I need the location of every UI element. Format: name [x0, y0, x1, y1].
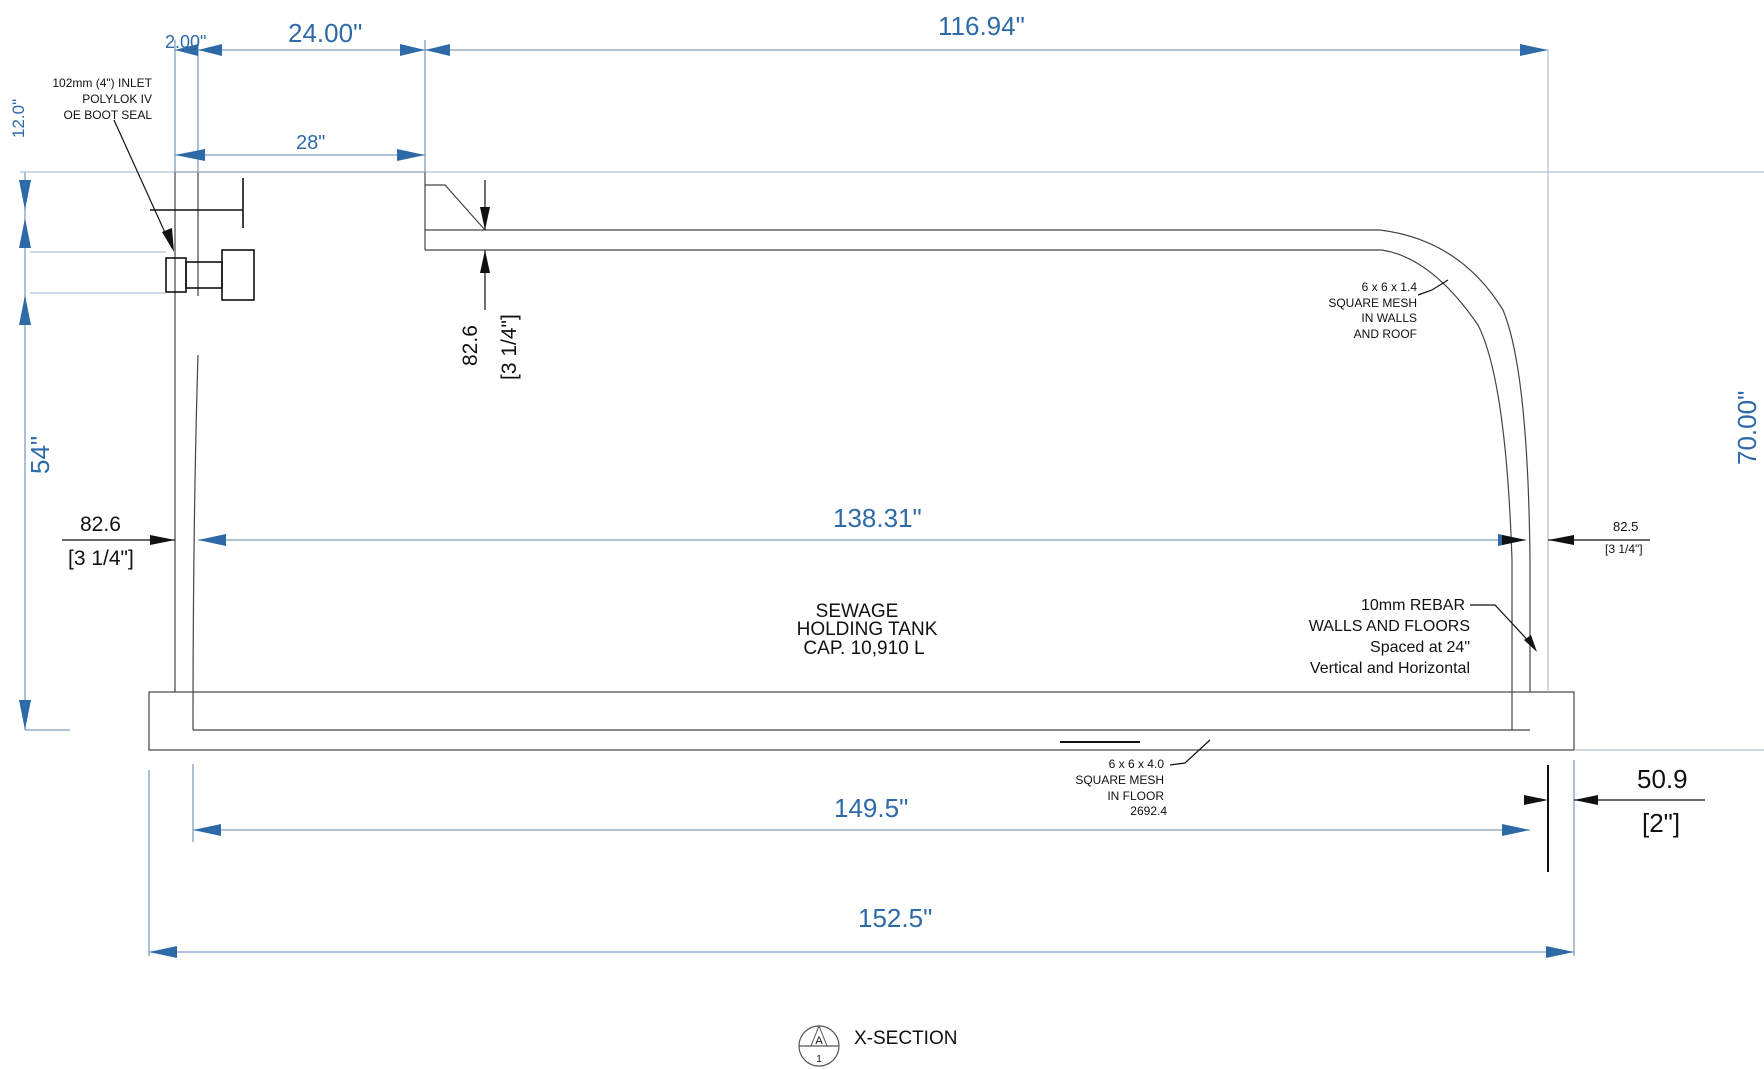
- floor-mesh-line1: 6 x 6 x 4.0: [1109, 757, 1165, 771]
- roof-mesh-line2: SQUARE MESH: [1328, 296, 1417, 310]
- roof-inner: [425, 249, 1513, 730]
- dim-54: 54": [25, 436, 55, 474]
- dim-152-5: 152.5": [858, 903, 932, 933]
- left-wall-thickness-dim: [62, 535, 175, 545]
- section-title: X-SECTION: [854, 1028, 957, 1049]
- left-wall-inner: [192, 172, 199, 731]
- rebar-line4: Vertical and Horizontal: [1310, 660, 1470, 677]
- section-callout: [798, 1024, 840, 1067]
- dim-149-5-line: [192, 764, 1530, 842]
- roof-mesh-line1: 6 x 6 x 1.4: [1362, 280, 1418, 294]
- floor-mesh-line3: IN FLOOR: [1107, 789, 1164, 803]
- dim-138-31-line: [198, 534, 1526, 546]
- floor-mm: 50.9: [1637, 764, 1688, 794]
- roof-in: [3 1/4"]: [498, 314, 521, 380]
- dim-138-31: 138.31": [833, 503, 922, 533]
- section-callout-top: A: [815, 1035, 823, 1047]
- inlet-note-line1: 102mm (4") INLET: [52, 76, 152, 90]
- tank-label-line2: HOLDING TANK: [797, 619, 938, 640]
- dim-70-00: 70.00": [1732, 391, 1762, 465]
- floor-mesh-line2: SQUARE MESH: [1075, 773, 1164, 787]
- dim-2-00: 2.00": [165, 32, 206, 52]
- roof-thickness-dim: [480, 180, 490, 310]
- roof-left-top: [175, 171, 426, 250]
- roof-outer: [425, 229, 1531, 692]
- rebar-line1: 10mm REBAR: [1361, 597, 1465, 614]
- dim-116-94: 116.94": [938, 11, 1025, 41]
- roof-mesh-line3: IN WALLS: [1361, 311, 1417, 325]
- floor-thickness-dim: [1524, 765, 1705, 872]
- rebar-line3: Spaced at 24": [1370, 639, 1470, 656]
- inlet-note-line2: POLYLOK IV: [82, 92, 152, 106]
- left-wall-mm: 82.6: [80, 513, 121, 536]
- floor-mesh-line4: 2692.4: [1130, 804, 1167, 818]
- dim-24-00: 24.00": [288, 18, 362, 48]
- roof-mm: 82.6: [459, 325, 482, 366]
- inlet-fitting: [30, 178, 255, 301]
- roof-mesh-line4: AND ROOF: [1354, 327, 1417, 341]
- roof-mesh-leader: [1417, 279, 1449, 296]
- left-wall-in: [3 1/4"]: [68, 547, 134, 570]
- right-wall-thickness-dim: [1502, 535, 1650, 545]
- inlet-leader: [113, 119, 174, 252]
- rebar-line2: WALLS AND FLOORS: [1309, 618, 1470, 635]
- dim-28: 28": [296, 132, 325, 154]
- rebar-leader: [1470, 604, 1537, 652]
- floor-in: [2"]: [1642, 808, 1680, 838]
- left-dimension-lines: [19, 172, 70, 731]
- dim-149-5: 149.5": [834, 793, 908, 823]
- dim-152-5-line: [148, 760, 1575, 958]
- top-dimension-lines: [174, 40, 1548, 172]
- floor-slab: [148, 691, 1575, 751]
- floor-mesh-leader: [1060, 739, 1211, 766]
- right-wall-in: [3 1/4"]: [1605, 542, 1643, 556]
- section-callout-bottom: 1: [816, 1054, 822, 1065]
- tank-outline: [20, 50, 1764, 751]
- roof-taper: [425, 184, 486, 231]
- tank-label-line3: CAP. 10,910 L: [803, 638, 924, 659]
- right-wall-mm: 82.5: [1613, 519, 1638, 534]
- tank-label-line1: SEWAGE: [816, 601, 899, 622]
- dim-12-0: 12.0": [9, 99, 28, 138]
- inlet-note-line3: OE BOOT SEAL: [64, 108, 153, 122]
